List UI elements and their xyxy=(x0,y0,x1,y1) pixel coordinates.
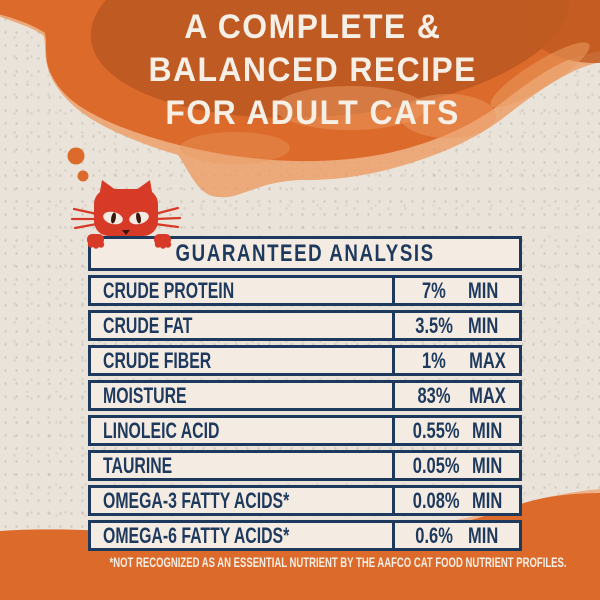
nutrient-value: 0.6% xyxy=(415,522,453,548)
headline-line-3: FOR ADULT CATS xyxy=(165,94,461,132)
headline-line-1: A COMPLETE & xyxy=(184,8,442,46)
aafco-footnote: *NOT RECOGNIZED AS AN ESSENTIAL NUTRIENT… xyxy=(109,554,567,570)
nutrient-value: 0.05% xyxy=(412,452,460,478)
headline-line-2: BALANCED RECIPE xyxy=(148,51,478,89)
table-row: TAURINE 0.05% MIN xyxy=(88,450,522,481)
nutrient-name: OMEGA-3 FATTY ACIDS* xyxy=(103,487,290,513)
nutrient-name: OMEGA-6 FATTY ACIDS* xyxy=(103,522,290,548)
nutrient-limit: MIN xyxy=(472,487,503,513)
nutrient-value: 0.55% xyxy=(412,417,460,443)
guaranteed-analysis-table: GUARANTEED ANALYSIS CRUDE PROTEIN 7% MIN … xyxy=(88,236,522,551)
nutrient-name: CRUDE FAT xyxy=(103,312,193,338)
nutrient-name: CRUDE FIBER xyxy=(103,347,212,373)
table-row: OMEGA-3 FATTY ACIDS* 0.08% MIN xyxy=(88,485,522,516)
cat-whiskers-icon xyxy=(70,206,182,230)
nutrient-limit: MIN xyxy=(472,452,503,478)
nutrient-name: CRUDE PROTEIN xyxy=(103,277,235,303)
nutrient-name: LINOLEIC ACID xyxy=(103,417,220,443)
nutrient-value: 1% xyxy=(422,347,446,373)
nutrient-limit: MIN xyxy=(468,277,499,303)
table-row: OMEGA-6 FATTY ACIDS* 0.6% MIN xyxy=(88,520,522,551)
cat-icon xyxy=(70,180,182,249)
nutrient-name: MOISTURE xyxy=(103,382,187,408)
table-row: CRUDE FIBER 1% MAX xyxy=(88,345,522,376)
table-row: CRUDE PROTEIN 7% MIN xyxy=(88,275,522,306)
nutrient-value: 0.08% xyxy=(412,487,460,513)
nutrient-limit: MIN xyxy=(468,312,499,338)
nutrient-value: 83% xyxy=(417,382,451,408)
nutrient-limit: MAX xyxy=(469,347,506,373)
nutrient-limit: MAX xyxy=(469,382,506,408)
table-row: LINOLEIC ACID 0.55% MIN xyxy=(88,415,522,446)
thought-dots-icon xyxy=(67,147,89,182)
table-title: GUARANTEED ANALYSIS xyxy=(88,236,522,271)
nutrient-limit: MIN xyxy=(472,417,503,443)
table-row: CRUDE FAT 3.5% MIN xyxy=(88,310,522,341)
table-row: MOISTURE 83% MAX xyxy=(88,380,522,411)
nutrient-limit: MIN xyxy=(468,522,499,548)
nutrient-value: 3.5% xyxy=(415,312,453,338)
nutrient-name: TAURINE xyxy=(103,452,173,478)
thought-bubble-icon xyxy=(0,0,600,198)
cat-paws-icon xyxy=(87,234,172,249)
headline: A COMPLETE & BALANCED RECIPE FOR ADULT C… xyxy=(13,6,600,135)
nutrient-value: 7% xyxy=(422,277,446,303)
